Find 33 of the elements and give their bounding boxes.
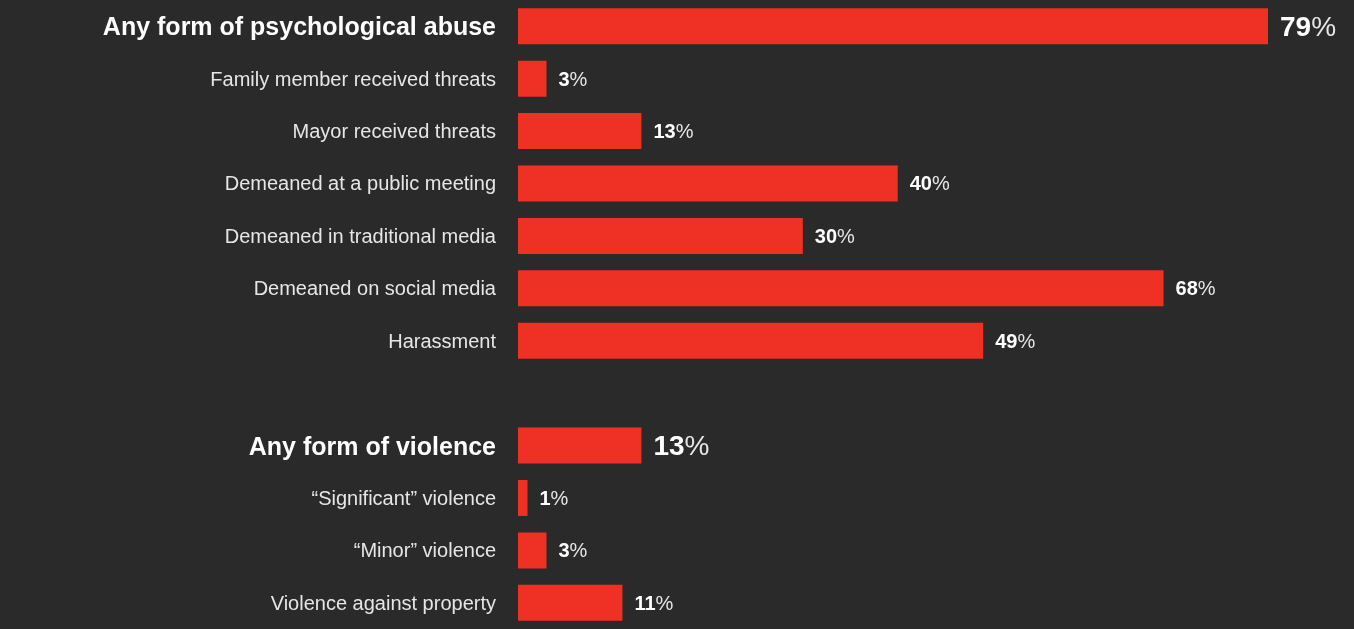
data-label: 13% [653,120,694,143]
bar [518,217,803,254]
y-tick-label: Mayor received threats [292,120,496,143]
data-label: 68% [1175,277,1216,300]
y-tick-label: Violence against property [270,591,496,614]
data-label: 40% [909,172,950,195]
bar [518,427,642,464]
y-tick-label: “Minor” violence [353,539,496,562]
y-tick-label: Family member received threats [210,67,496,90]
data-label: 49% [995,329,1036,352]
bar [518,322,984,359]
data-label: 1% [539,486,569,509]
data-label: 13% [653,430,710,462]
data-label: 3% [558,67,588,90]
bar [518,165,898,202]
bar [518,60,547,97]
bar [518,113,642,150]
y-tick-label: Demeaned at a public meeting [224,172,496,195]
bar [518,584,623,621]
bar [518,479,528,516]
y-tick-label: Any form of psychological abuse [102,12,497,41]
data-label: 30% [814,224,856,247]
y-tick-label: “Significant” violence [311,486,496,509]
bar [518,532,547,569]
y-tick-label: Demeaned on social media [253,277,497,300]
y-tick-label: Harassment [388,329,497,352]
y-tick-label: Any form of violence [248,431,497,460]
bar [518,8,1268,45]
data-label: 11% [634,591,674,614]
data-label: 3% [558,539,588,562]
bar [518,270,1164,307]
data-label: 79% [1280,10,1337,42]
y-tick-label: Demeaned in traditional media [224,224,497,247]
